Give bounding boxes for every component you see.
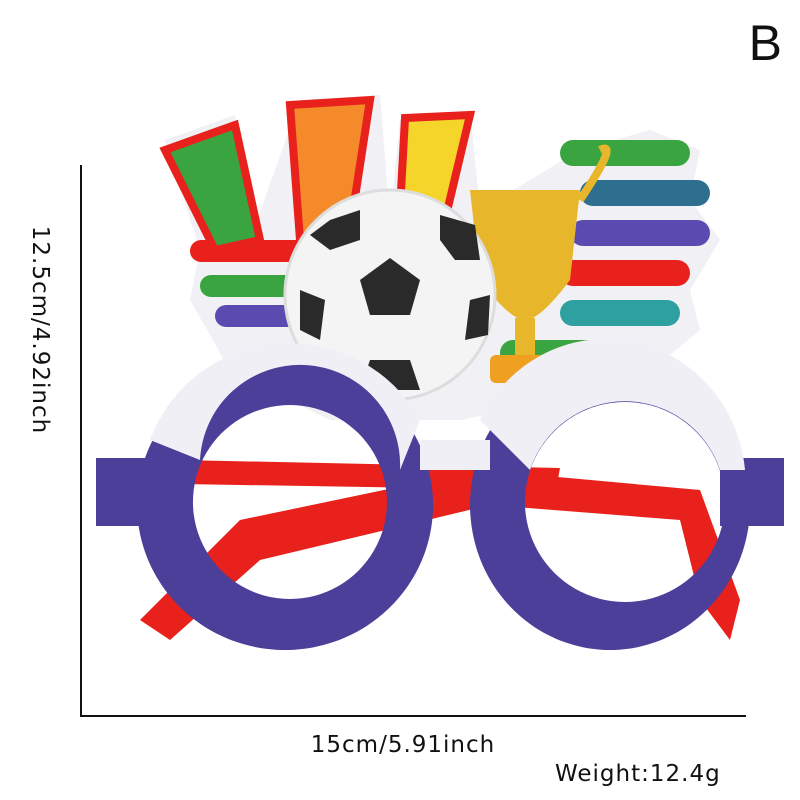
weight-label: Weight:12.4g [555, 761, 721, 787]
height-label: 12.5cm/4.92inch [27, 225, 53, 435]
decoration-top [159, 95, 720, 420]
width-label: 15cm/5.91inch [310, 732, 496, 758]
variant-label: B [748, 15, 782, 71]
glasses-frame [96, 338, 784, 650]
soccer-ball [283, 188, 497, 402]
